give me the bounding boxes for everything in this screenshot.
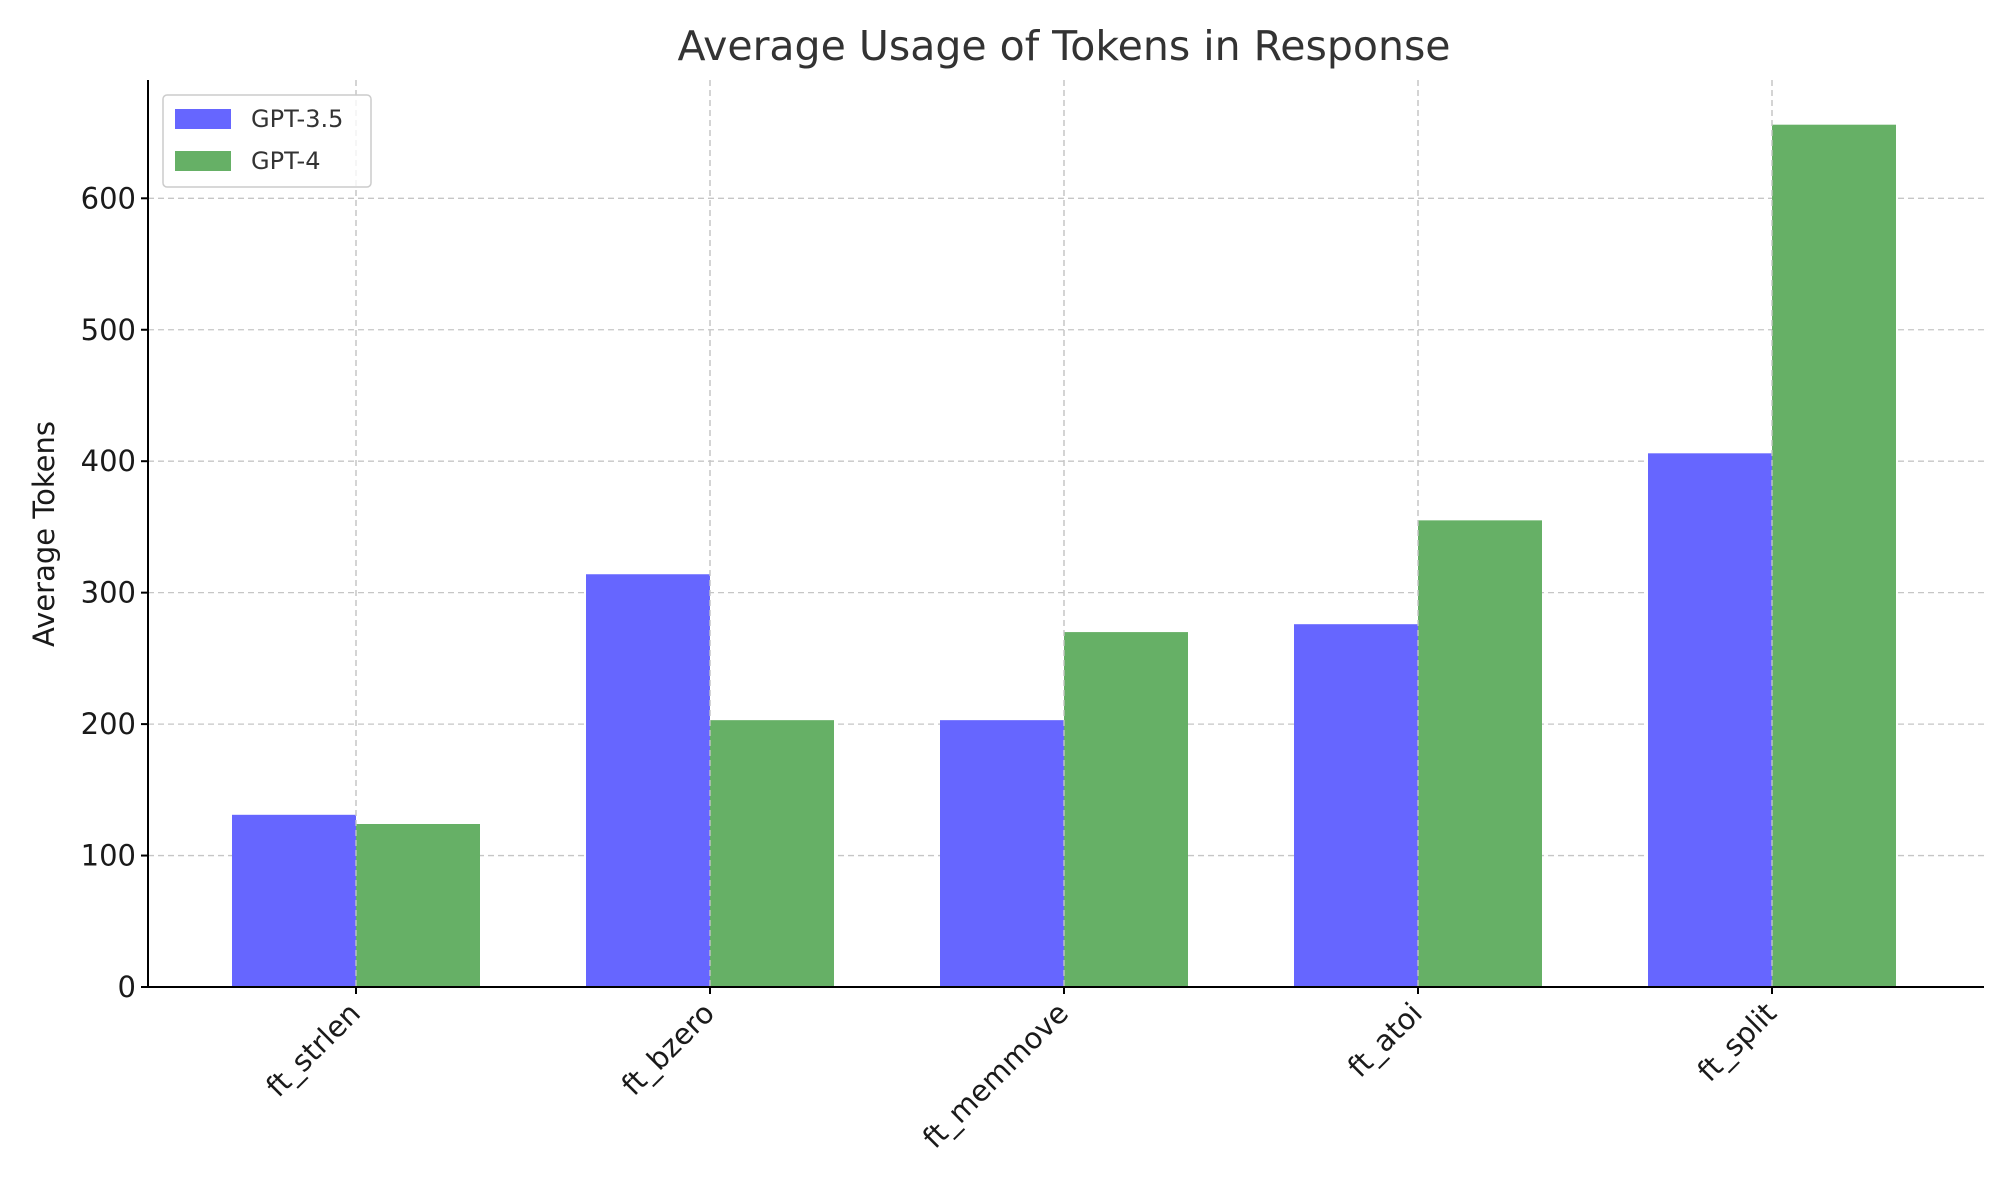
legend[interactable]: GPT-3.5 GPT-4 bbox=[162, 94, 372, 188]
bar-gpt-3-5-ft-split[interactable] bbox=[1648, 453, 1772, 988]
x-tick-label-ft-memmove: ft_memmove bbox=[916, 996, 1075, 1155]
x-tick-label-ft-strlen: ft_strlen bbox=[259, 996, 367, 1104]
legend-label: GPT-4 bbox=[251, 147, 320, 175]
legend-swatch bbox=[175, 109, 231, 129]
axes-layer bbox=[147, 80, 1984, 988]
y-axis-label: Average Tokens bbox=[27, 421, 61, 647]
x-tick-label-ft-split: ft_split bbox=[1691, 996, 1783, 1088]
y-tick-label: 600 bbox=[81, 181, 136, 215]
bars-layer bbox=[232, 80, 1896, 988]
bar-gpt-4-ft-split[interactable] bbox=[1772, 124, 1896, 988]
bar-gpt-4-ft-strlen[interactable] bbox=[356, 824, 480, 987]
y-tick-label: 200 bbox=[81, 707, 136, 741]
bar-gpt-3-5-ft-strlen[interactable] bbox=[232, 814, 356, 987]
legend-label: GPT-3.5 bbox=[251, 105, 343, 133]
bar-gpt-3-5-ft-atoi[interactable] bbox=[1294, 624, 1418, 987]
y-tick-label: 300 bbox=[81, 576, 136, 610]
y-tick-label: 500 bbox=[81, 313, 136, 347]
x-tick-label-ft-atoi: ft_atoi bbox=[1341, 996, 1429, 1084]
bar-gpt-4-ft-atoi[interactable] bbox=[1418, 520, 1542, 987]
x-tick-label-ft-bzero: ft_bzero bbox=[615, 996, 721, 1102]
y-tick-label: 0 bbox=[118, 970, 136, 1004]
bar-gpt-3-5-ft-memmove[interactable] bbox=[940, 720, 1064, 987]
y-tick-label: 400 bbox=[81, 444, 136, 478]
bar-gpt-4-ft-memmove[interactable] bbox=[1064, 632, 1188, 987]
y-tick-label: 100 bbox=[81, 839, 136, 873]
legend-swatch bbox=[175, 151, 231, 171]
bar-gpt-3-5-ft-bzero[interactable] bbox=[586, 574, 710, 987]
bar-gpt-4-ft-bzero[interactable] bbox=[710, 720, 834, 987]
chart-title: Average Usage of Tokens in Response bbox=[677, 22, 1450, 70]
